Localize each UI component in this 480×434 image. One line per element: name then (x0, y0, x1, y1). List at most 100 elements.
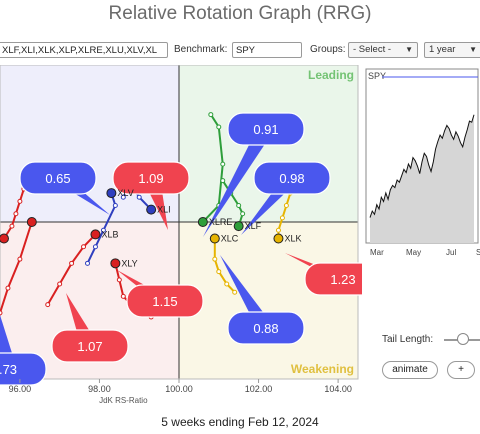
callout-value: 1.23 (330, 272, 355, 287)
tail-point (0, 310, 3, 316)
tail-point (69, 260, 75, 266)
label-xlv: XLV (117, 188, 133, 198)
callout-bubble (227, 112, 305, 146)
period-select[interactable]: 1 year ▼ (424, 42, 480, 58)
callout-pointer (220, 255, 275, 328)
mini-x-tick-label: S (476, 248, 480, 257)
tail-point (17, 198, 23, 204)
callout-value: 0.65 (45, 171, 70, 186)
tickers-input[interactable]: XLF,XLI,XLK,XLP,XLRE,XLU,XLV,XL (0, 42, 168, 58)
weakening-label: Weakening (291, 362, 354, 376)
x-tick-label: 98.00 (88, 384, 111, 394)
callout-bubble (112, 161, 190, 195)
tail-point (283, 202, 289, 208)
tail-point (216, 124, 222, 130)
x-tick-label: 102.00 (245, 384, 273, 394)
mini-x-tick-label: Mar (370, 248, 384, 257)
period-select-value: 1 year (429, 44, 456, 55)
controls-bar: XLF,XLI,XLK,XLP,XLRE,XLU,XLV,XL Benchmar… (0, 38, 480, 62)
rrg-chart[interactable]: Leading Weakening 0.91 0.98 0.65 1.09 1.23 1.1… (0, 65, 362, 410)
tail-point (275, 227, 281, 233)
step-forward-button[interactable]: + (447, 361, 475, 379)
tail-point (240, 211, 246, 217)
x-tick-label: 100.00 (165, 384, 193, 394)
label-xli: XLI (157, 205, 171, 215)
head-xlc (209, 233, 220, 244)
callout-value: 0.88 (253, 321, 278, 336)
tail-point (13, 211, 19, 217)
label-xlf: XLF (245, 221, 262, 231)
x-tick-label: 104.00 (324, 384, 352, 394)
mini-x-tick-label: Jul (446, 248, 456, 257)
chevron-down-icon: ▼ (469, 45, 477, 54)
tail-point (220, 161, 226, 167)
callout-value: 1.09 (138, 171, 163, 186)
date-range-caption: 5 weeks ending Feb 12, 2024 (161, 415, 319, 429)
head-xlf (233, 221, 244, 232)
callout-value: .73 (0, 362, 17, 377)
animate-button[interactable]: animate (382, 361, 438, 379)
head-xlu (26, 217, 37, 227)
head-xly (110, 258, 121, 269)
leading-label: Leading (308, 68, 354, 82)
head-xli (146, 204, 157, 215)
tail-point (136, 194, 142, 200)
page-title: Relative Rotation Graph (RRG) (108, 3, 372, 24)
tail-point (208, 112, 214, 118)
callout-value: 1.07 (77, 339, 102, 354)
tail-point (212, 256, 218, 262)
callout-value: 0.98 (279, 171, 304, 186)
tail-point (57, 281, 63, 287)
mini-line (369, 114, 475, 218)
tail-point (17, 256, 23, 262)
tail-point (9, 223, 15, 229)
benchmark-input[interactable]: SPY (232, 42, 302, 58)
benchmark-mini-chart: SPY Mar May Jul S (365, 68, 480, 257)
tail-point (92, 244, 98, 250)
tail-point (100, 227, 106, 233)
callout-bubble (51, 329, 129, 363)
callout-bubble (0, 352, 47, 386)
head-xlv (106, 188, 117, 199)
callout-bubble (227, 311, 305, 345)
tail-point (81, 244, 87, 250)
callout-bubble (253, 161, 331, 195)
chevron-down-icon: ▼ (405, 45, 413, 54)
tail-point (120, 293, 126, 299)
tail-point (112, 202, 118, 208)
tail-point (232, 289, 238, 295)
x-tick-label: 96.00 (9, 384, 32, 394)
x-axis-label: JdK RS-Ratio (99, 396, 148, 405)
tail-point (224, 281, 230, 287)
callout-value: 0.91 (253, 122, 278, 137)
tail-point (120, 194, 126, 200)
tail-length-label: Tail Length: (382, 334, 434, 345)
groups-select-value: - Select - (353, 44, 392, 55)
improving-quadrant (0, 65, 179, 222)
label-xlre: XLRE (209, 217, 233, 227)
head-xlk (273, 233, 284, 244)
mini-x-tick-label: May (406, 248, 421, 257)
tail-point (236, 202, 242, 208)
head-xlp (0, 233, 9, 244)
groups-label: Groups: (310, 44, 346, 55)
callout-bubble (19, 161, 97, 195)
weakening-quadrant (179, 222, 358, 379)
label-xlc: XLC (221, 234, 239, 244)
label-xlb: XLB (101, 229, 118, 239)
callout-bubble (304, 262, 362, 296)
tail-point (279, 215, 285, 221)
benchmark-label: Benchmark: (174, 44, 228, 55)
tail-length-slider-thumb[interactable] (457, 333, 469, 345)
tail-point (5, 285, 11, 291)
tail-point (85, 260, 91, 266)
label-xly: XLY (121, 258, 137, 268)
label-xlk: XLK (284, 234, 301, 244)
callout-pointer (203, 129, 275, 237)
groups-select[interactable]: - Select - ▼ (348, 42, 418, 58)
tail-point (45, 302, 51, 308)
head-xlre (197, 217, 208, 227)
mini-area (370, 114, 474, 243)
tail-point (220, 178, 226, 184)
tail-point (116, 277, 122, 283)
